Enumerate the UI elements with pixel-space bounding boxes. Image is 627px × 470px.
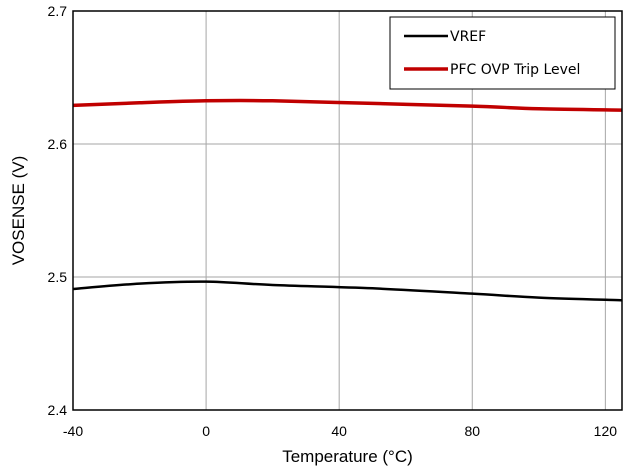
plot-frame xyxy=(72,10,623,411)
tick-labels: -40 0 40 80 120 2.4 2.5 2.6 2.7 xyxy=(48,3,618,439)
legend-box xyxy=(389,16,616,90)
x-tick-label: 40 xyxy=(331,423,347,439)
y-tick-label: 2.6 xyxy=(48,136,68,152)
y-tick-label: 2.4 xyxy=(48,402,68,418)
series-layer xyxy=(72,98,623,302)
legend: VREF PFC OVP Trip Level xyxy=(389,16,616,90)
legend-label-pfc-ovp: PFC OVP Trip Level xyxy=(450,62,580,78)
y-tick-label: 2.5 xyxy=(48,269,68,285)
legend-label-vref: VREF xyxy=(450,29,486,45)
x-tick-label: -40 xyxy=(63,423,83,439)
y-tick-label: 2.7 xyxy=(48,3,68,19)
x-tick-label: 120 xyxy=(594,423,618,439)
y-axis-label: VOSENSE (V) xyxy=(9,156,28,266)
x-tick-label: 0 xyxy=(202,423,210,439)
x-tick-label: 80 xyxy=(464,423,480,439)
x-axis-label: Temperature (°C) xyxy=(282,447,413,466)
series-line-1 xyxy=(72,98,623,112)
series-line-0 xyxy=(72,280,623,302)
